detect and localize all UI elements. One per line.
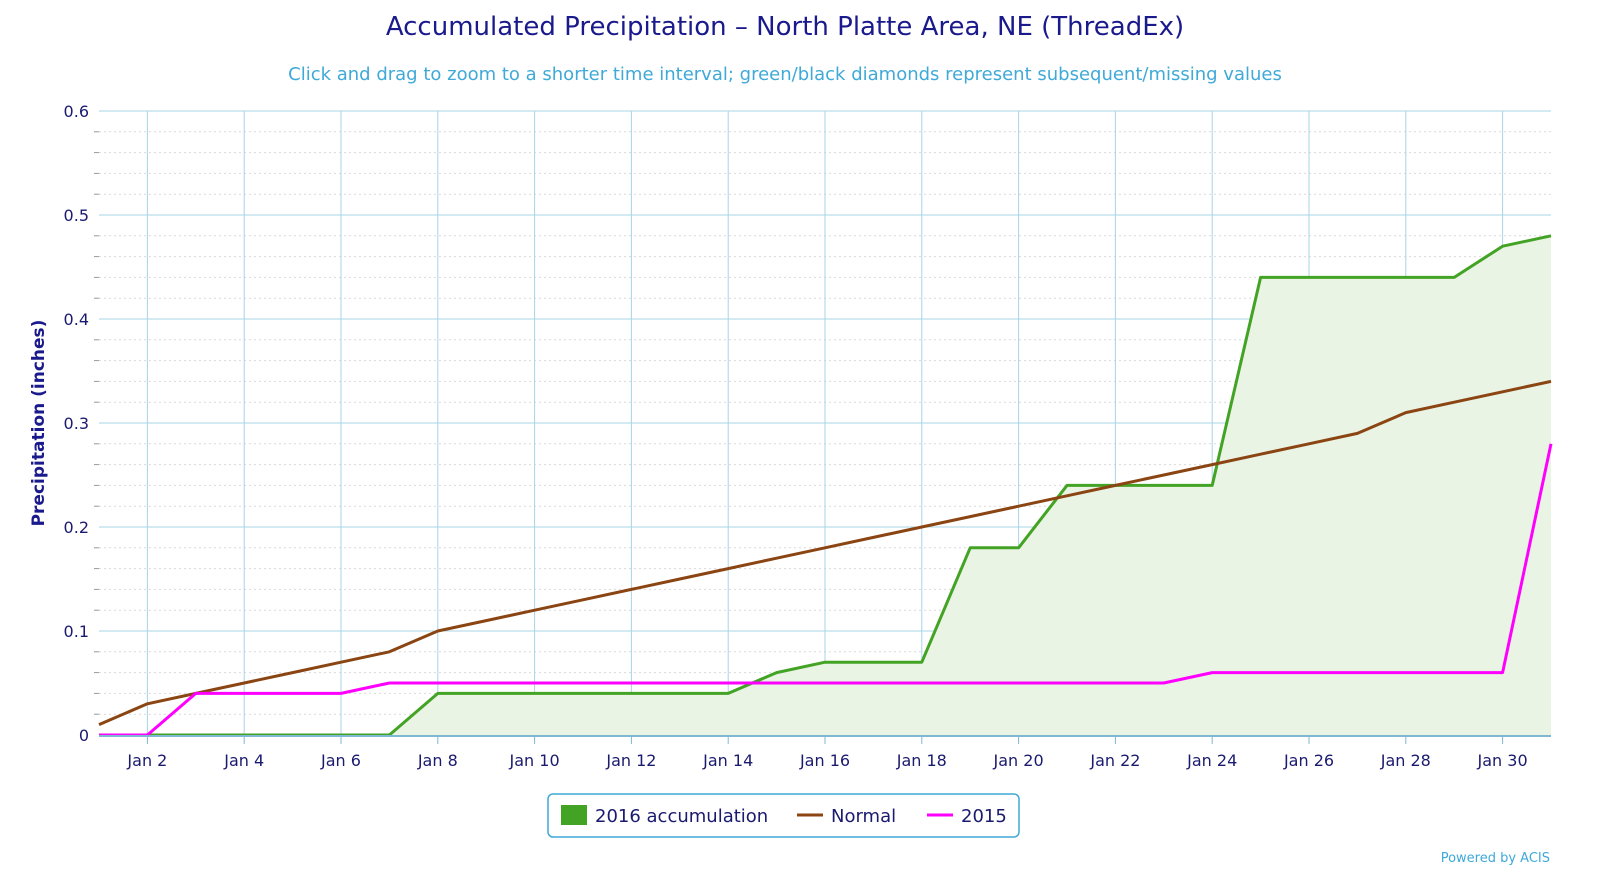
series-area-2016 bbox=[99, 235, 1551, 736]
y-tick-label: 0.5 bbox=[64, 206, 89, 225]
x-tick-label: Jan 18 bbox=[896, 751, 947, 770]
x-tick-label: Jan 20 bbox=[993, 751, 1044, 770]
chart-legend[interactable]: 2016 accumulation Normal 2015 bbox=[547, 793, 1020, 838]
y-axis-label: Precipitation (inches) bbox=[29, 320, 49, 527]
x-tick-label: Jan 4 bbox=[223, 751, 264, 770]
major-gridlines bbox=[99, 110, 1551, 736]
legend-label-normal: Normal bbox=[831, 806, 896, 827]
y-tick-label: 0.3 bbox=[64, 414, 89, 433]
x-tick-label: Jan 30 bbox=[1477, 751, 1528, 770]
legend-item-2016[interactable]: 2016 accumulation bbox=[561, 805, 768, 827]
y-tick-label: 0.1 bbox=[64, 622, 89, 641]
chart-title: Accumulated Precipitation – North Platte… bbox=[386, 12, 1184, 42]
x-tick-label: Jan 24 bbox=[1186, 751, 1237, 770]
y-axis-ticks: 0 0.1 0.2 0.3 0.4 0.5 0.6 bbox=[64, 102, 89, 745]
series-line-2015[interactable] bbox=[99, 443, 1553, 737]
x-tick-label: Jan 16 bbox=[799, 751, 850, 770]
series-line-normal[interactable] bbox=[98, 379, 1552, 726]
y-tick-label: 0.6 bbox=[64, 102, 89, 121]
x-tick-label: Jan 2 bbox=[126, 751, 167, 770]
x-tick-label: Jan 28 bbox=[1380, 751, 1431, 770]
x-tick-label: Jan 12 bbox=[605, 751, 656, 770]
x-tick-label: Jan 26 bbox=[1283, 751, 1334, 770]
legend-label-2016: 2016 accumulation bbox=[595, 806, 768, 827]
legend-item-2015[interactable]: 2015 bbox=[927, 806, 1007, 827]
y-tick-label: 0 bbox=[79, 726, 89, 745]
x-tick-label: Jan 6 bbox=[320, 751, 361, 770]
x-tick-label: Jan 10 bbox=[509, 751, 560, 770]
legend-item-normal[interactable]: Normal bbox=[797, 806, 896, 827]
legend-label-2015: 2015 bbox=[961, 806, 1007, 827]
legend-swatch-2016 bbox=[561, 805, 587, 825]
x-tick-label: Jan 22 bbox=[1089, 751, 1140, 770]
y-tick-label: 0.2 bbox=[64, 518, 89, 537]
y-tick-label: 0.4 bbox=[64, 310, 89, 329]
x-tick-label: Jan 8 bbox=[417, 751, 458, 770]
powered-by-credit[interactable]: Powered by ACIS bbox=[1441, 851, 1550, 866]
x-tick-label: Jan 14 bbox=[702, 751, 753, 770]
x-axis-ticks: Jan 2 Jan 4 Jan 6 Jan 8 Jan 10 Jan 12 Jan 14 Ja… bbox=[126, 736, 1528, 770]
legend-box bbox=[547, 793, 1020, 838]
chart-subtitle: Click and drag to zoom to a shorter time… bbox=[288, 64, 1282, 85]
series-layer[interactable] bbox=[98, 234, 1553, 737]
